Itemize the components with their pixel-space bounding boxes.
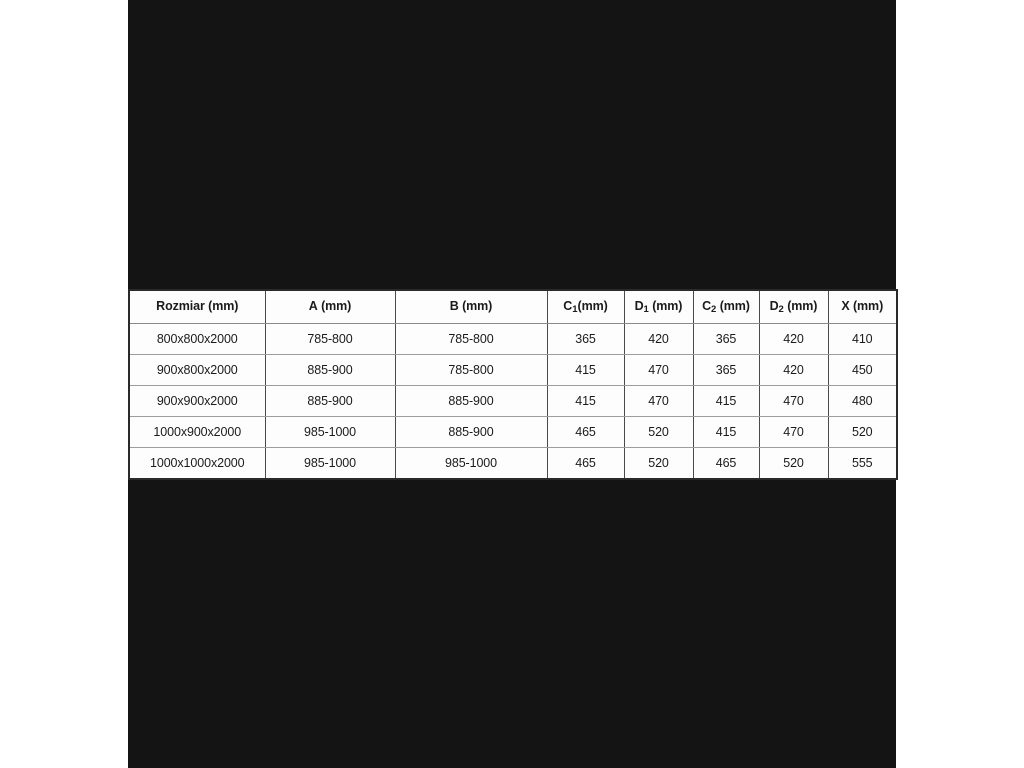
- cell-b: 885-900: [394, 416, 548, 448]
- column-header-d2: D2 (mm): [758, 290, 829, 324]
- cell-c2: 415: [692, 385, 760, 417]
- cell-d2: 420: [758, 323, 829, 355]
- table-body: 800x800x2000 785-800 785-800 365 420 365…: [129, 323, 897, 479]
- cell-x: 480: [827, 385, 897, 417]
- table-row: 1000x1000x2000 985-1000 985-1000 465 520…: [129, 447, 897, 479]
- cell-c2: 465: [692, 447, 760, 479]
- column-header-rozmiar: Rozmiar (mm): [129, 290, 266, 324]
- cell-c2: 365: [692, 354, 760, 386]
- column-header-d1-subscript: 1: [643, 304, 649, 316]
- column-header-d2-unit: (mm): [787, 298, 818, 313]
- column-header-a-unit: (mm): [321, 298, 352, 313]
- cell-a: 885-900: [264, 354, 396, 386]
- cell-d2: 520: [758, 447, 829, 479]
- cell-c1: 465: [546, 447, 625, 479]
- column-header-a: A (mm): [264, 290, 396, 324]
- cell-d2: 470: [758, 385, 829, 417]
- table-header: Rozmiar (mm) A (mm) B (mm) C1(mm) D1 (mm…: [129, 290, 897, 324]
- column-header-c2-subscript: 2: [711, 304, 717, 316]
- cell-b: 885-900: [394, 385, 548, 417]
- cell-a: 785-800: [264, 323, 396, 355]
- cell-c1: 415: [546, 385, 625, 417]
- cell-d2: 420: [758, 354, 829, 386]
- column-header-rozmiar-base: Rozmiar: [156, 298, 205, 313]
- column-header-c1-subscript: 1: [572, 304, 578, 316]
- column-header-c2-base: C: [702, 298, 712, 313]
- column-header-b: B (mm): [394, 290, 548, 324]
- cell-x: 450: [827, 354, 897, 386]
- cell-rozmiar: 1000x900x2000: [129, 416, 266, 448]
- cell-a: 985-1000: [264, 416, 396, 448]
- cell-b: 985-1000: [394, 447, 548, 479]
- column-header-c2: C2 (mm): [692, 290, 760, 324]
- cell-d1: 520: [623, 416, 694, 448]
- column-header-c1: C1(mm): [546, 290, 625, 324]
- cell-x: 410: [827, 323, 897, 355]
- column-header-a-base: A: [308, 298, 318, 313]
- cell-b: 785-800: [394, 323, 548, 355]
- cell-b: 785-800: [394, 354, 548, 386]
- table-header-row: Rozmiar (mm) A (mm) B (mm) C1(mm) D1 (mm…: [129, 290, 897, 324]
- column-header-c1-base: C: [563, 298, 573, 313]
- column-header-x-base: X: [841, 298, 850, 313]
- table-row: 1000x900x2000 985-1000 885-900 465 520 4…: [129, 416, 897, 448]
- cell-a: 885-900: [264, 385, 396, 417]
- table-row: 800x800x2000 785-800 785-800 365 420 365…: [129, 323, 897, 355]
- column-header-d1-unit: (mm): [652, 298, 683, 313]
- column-header-b-unit: (mm): [462, 298, 493, 313]
- table-row: 900x900x2000 885-900 885-900 415 470 415…: [129, 385, 897, 417]
- cell-d2: 470: [758, 416, 829, 448]
- column-header-d2-subscript: 2: [778, 304, 784, 316]
- cell-c1: 365: [546, 323, 625, 355]
- cell-x: 520: [827, 416, 897, 448]
- cell-rozmiar: 1000x1000x2000: [129, 447, 266, 479]
- cell-d1: 470: [623, 385, 694, 417]
- cell-c2: 415: [692, 416, 760, 448]
- cell-c2: 365: [692, 323, 760, 355]
- table-row: 900x800x2000 885-900 785-800 415 470 365…: [129, 354, 897, 386]
- cell-d1: 420: [623, 323, 694, 355]
- cell-c1: 465: [546, 416, 625, 448]
- column-header-c2-unit: (mm): [719, 298, 750, 313]
- spec-table-container: Rozmiar (mm) A (mm) B (mm) C1(mm) D1 (mm…: [128, 289, 898, 480]
- dimension-spec-table: Rozmiar (mm) A (mm) B (mm) C1(mm) D1 (mm…: [128, 289, 898, 480]
- cell-c1: 415: [546, 354, 625, 386]
- column-header-x-unit: (mm): [852, 298, 884, 313]
- cell-d1: 470: [623, 354, 694, 386]
- cell-a: 985-1000: [264, 447, 396, 479]
- column-header-rozmiar-unit: (mm): [208, 298, 239, 313]
- column-header-c1-unit: (mm): [577, 298, 608, 313]
- column-header-d1-base: D: [634, 298, 644, 313]
- cell-rozmiar: 900x800x2000: [129, 354, 266, 386]
- cell-rozmiar: 900x900x2000: [129, 385, 266, 417]
- column-header-b-base: B: [449, 298, 459, 313]
- cell-x: 555: [827, 447, 897, 479]
- column-header-d1: D1 (mm): [623, 290, 694, 324]
- cell-rozmiar: 800x800x2000: [129, 323, 266, 355]
- cell-d1: 520: [623, 447, 694, 479]
- column-header-x: X (mm): [827, 290, 897, 324]
- column-header-d2-base: D: [769, 298, 779, 313]
